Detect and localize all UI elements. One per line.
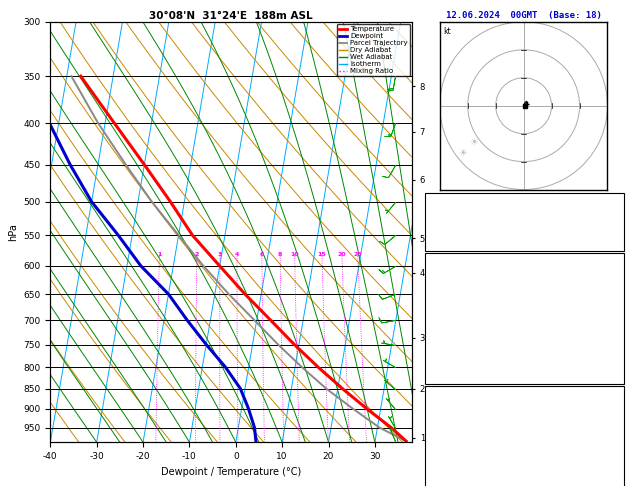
Text: 327: 327 <box>608 426 624 435</box>
Text: 2: 2 <box>194 252 199 257</box>
Text: θᴄ (K): θᴄ (K) <box>427 426 459 435</box>
Text: 327: 327 <box>608 311 624 320</box>
Y-axis label: hPa: hPa <box>8 223 18 241</box>
Text: 0: 0 <box>619 366 624 376</box>
Legend: Temperature, Dewpoint, Parcel Trajectory, Dry Adiabat, Wet Adiabat, Isotherm, Mi: Temperature, Dewpoint, Parcel Trajectory… <box>337 24 410 76</box>
Text: 12.06.2024  00GMT  (Base: 18): 12.06.2024 00GMT (Base: 18) <box>446 11 601 20</box>
Text: Temp (°C): Temp (°C) <box>427 274 474 283</box>
Text: Dewp (°C): Dewp (°C) <box>427 293 474 302</box>
Text: Most Unstable: Most Unstable <box>490 389 559 398</box>
Text: 0: 0 <box>619 463 624 472</box>
Text: © weatheronline.co.uk: © weatheronline.co.uk <box>527 474 624 484</box>
Text: PW (cm): PW (cm) <box>427 233 464 243</box>
Text: CAPE (J): CAPE (J) <box>427 463 469 472</box>
Text: 1: 1 <box>157 252 162 257</box>
Text: Lifted Index: Lifted Index <box>427 444 490 453</box>
Text: Totals Totals: Totals Totals <box>427 215 496 224</box>
Text: 10: 10 <box>291 252 299 257</box>
Text: 0: 0 <box>619 481 624 486</box>
Text: 25: 25 <box>353 252 362 257</box>
Text: 6: 6 <box>260 252 264 257</box>
Text: CAPE (J): CAPE (J) <box>427 348 469 357</box>
Text: 987: 987 <box>608 407 624 417</box>
Text: 20: 20 <box>338 252 347 257</box>
Text: 0: 0 <box>619 348 624 357</box>
Text: K: K <box>427 196 432 206</box>
Text: 36: 36 <box>613 215 624 224</box>
X-axis label: Dewpoint / Temperature (°C): Dewpoint / Temperature (°C) <box>161 467 301 477</box>
Text: 7: 7 <box>619 330 624 339</box>
Text: 20: 20 <box>613 196 624 206</box>
Text: 15: 15 <box>318 252 326 257</box>
Title: 30°08'N  31°24'E  188m ASL: 30°08'N 31°24'E 188m ASL <box>149 11 313 21</box>
Text: 8: 8 <box>278 252 282 257</box>
Text: Lifted Index: Lifted Index <box>427 330 490 339</box>
Text: ☀: ☀ <box>469 137 477 147</box>
Text: 1.81: 1.81 <box>603 233 624 243</box>
Text: ☀: ☀ <box>458 148 467 158</box>
Text: θᴄ(K): θᴄ(K) <box>427 311 454 320</box>
Text: 4.3: 4.3 <box>608 293 624 302</box>
Text: Pressure (mb): Pressure (mb) <box>427 407 496 417</box>
Y-axis label: km
ASL: km ASL <box>426 224 446 240</box>
Text: CIN (J): CIN (J) <box>427 366 464 376</box>
Text: kt: kt <box>443 27 451 36</box>
Text: CIN (J): CIN (J) <box>427 481 464 486</box>
Text: 36.7: 36.7 <box>603 274 624 283</box>
Text: 3: 3 <box>218 252 222 257</box>
Text: Surface: Surface <box>506 256 543 265</box>
Text: 7: 7 <box>619 444 624 453</box>
Text: 4: 4 <box>235 252 239 257</box>
